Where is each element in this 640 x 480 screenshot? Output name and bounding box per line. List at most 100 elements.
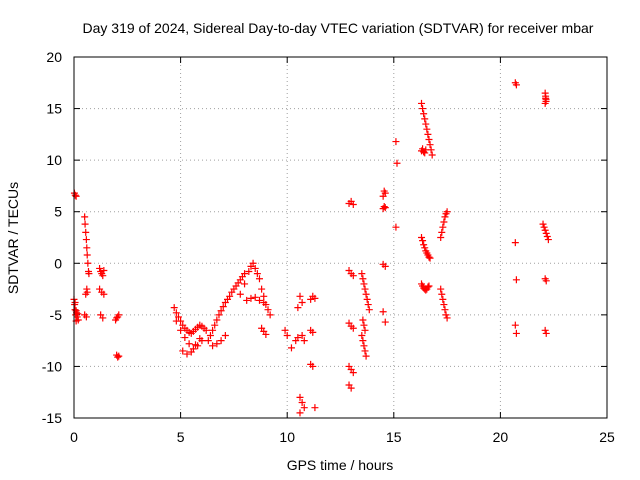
data-point [438,228,446,236]
series-cluster-15 [392,138,401,231]
data-point [422,120,430,128]
data-point [441,213,449,221]
y-tick-label: 20 [46,49,62,65]
data-point [251,264,259,272]
y-tick-label: -15 [42,410,62,426]
data-point [287,344,295,352]
data-point [114,353,122,361]
y-tick-label: -10 [42,358,62,374]
series-cluster-11 [307,292,319,412]
data-point [424,130,432,138]
data-point [359,316,367,324]
data-point [241,280,249,288]
data-point [379,308,387,316]
data-point [380,203,388,211]
data-point [393,159,401,167]
x-tick-label: 10 [279,429,295,445]
data-point [349,272,357,280]
series-cluster-16-high [418,99,436,159]
data-point [181,334,189,342]
data-point [426,141,434,149]
tick-marks [73,56,608,419]
data-point [363,295,371,303]
data-point [300,404,308,412]
series-cluster-16-low [418,234,434,294]
data-point [245,268,253,276]
data-point [83,288,91,296]
data-point [441,306,449,314]
data-point [362,352,370,360]
data-point [243,296,251,304]
data-point [294,304,302,312]
data-point [440,301,448,309]
data-point [439,295,447,303]
data-point [82,313,90,321]
data-point [264,306,272,314]
data-point [360,280,368,288]
data-point [358,270,366,278]
data-point [255,275,263,283]
data-point [364,301,372,309]
data-point [544,236,552,244]
series-cluster-22 [539,89,552,337]
data-point [421,244,429,252]
data-point [83,251,91,259]
data-point [100,290,108,298]
grid-lines [74,57,607,418]
data-point [359,337,367,345]
data-point [543,232,551,240]
data-point [381,262,389,270]
data-point [247,294,255,302]
data-point [381,189,389,197]
data-point [236,290,244,298]
x-tick-labels: 0 5 10 15 20 25 [70,429,615,445]
series-cluster-20-7 [511,79,520,337]
series-cluster-14-5 [379,187,389,326]
data-point [512,276,520,284]
data-point [213,316,221,324]
data-point [311,404,319,412]
data-point [359,275,367,283]
data-point [358,331,366,339]
series-cluster-17 [437,208,451,322]
series-arc-5-6 [170,304,210,358]
data-points [70,79,552,417]
data-point [437,234,445,241]
data-point [81,220,89,228]
data-point [443,314,451,322]
data-point [283,331,291,339]
data-point [71,191,79,199]
data-point [298,399,306,407]
data-point [392,223,400,231]
data-point [172,317,180,325]
data-point [428,151,436,159]
chart-title: Day 319 of 2024, Sidereal Day-to-day VTE… [83,20,594,36]
data-point [217,337,225,345]
series-cluster-2 [112,311,123,361]
data-point [196,335,204,343]
data-point [438,290,446,298]
data-point [84,259,92,267]
data-point [418,234,426,241]
data-point [296,393,304,401]
data-point [443,208,451,216]
data-point [439,223,447,231]
data-point [85,270,93,278]
x-tick-label: 0 [70,429,78,445]
x-tick-label: 5 [177,429,185,445]
data-point [392,138,400,146]
data-point [253,270,261,278]
data-point [260,292,268,300]
data-point [511,321,519,329]
data-point [381,318,389,326]
data-point [349,200,357,208]
data-point [177,326,185,334]
data-point [437,285,445,293]
data-point [217,307,225,315]
x-tick-label: 25 [599,429,615,445]
data-point [262,330,270,338]
data-point [296,292,304,300]
data-point [172,309,180,317]
data-point [311,294,319,302]
